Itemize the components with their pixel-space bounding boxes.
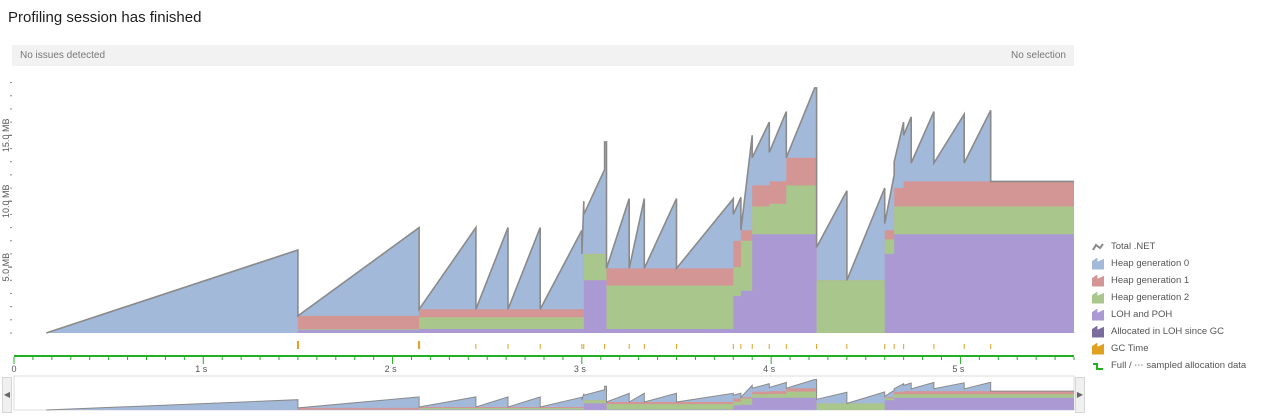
y-tick-label: 10.0 MB (1, 184, 11, 218)
legend-swatch (1092, 291, 1104, 304)
x-tick-label: 5 s (952, 364, 965, 374)
x-tick-label: 3 s (574, 364, 587, 374)
scroll-right-button[interactable]: ▶ (1075, 377, 1085, 413)
gc-time-marker (990, 344, 992, 349)
legend-swatch (1092, 325, 1104, 338)
legend-item: Heap generation 0 (1092, 255, 1246, 272)
x-tick-label: 0 (11, 364, 16, 374)
gc-time-marker (583, 344, 585, 349)
gc-time-marker (933, 344, 935, 349)
selection-status: No selection (1010, 50, 1066, 61)
gc-time-marker (539, 344, 541, 349)
gc-time-marker (884, 344, 886, 349)
x-tick-label: 1 s (195, 364, 208, 374)
legend-label: LOH and POH (1111, 309, 1173, 320)
legend-label: Full / ⋯ sampled allocation data (1111, 360, 1247, 371)
gc-time-marker (475, 344, 477, 349)
overview-total-net-line (46, 379, 1074, 411)
legend-swatch (1092, 274, 1104, 287)
page-title: Profiling session has finished (8, 9, 202, 26)
heap-generation-2-area (46, 185, 1075, 333)
legend-swatch (1092, 257, 1104, 270)
legend-item: GC Time (1092, 340, 1246, 357)
legend-item: Heap generation 1 (1092, 272, 1246, 289)
legend-label: Total .NET (1111, 241, 1156, 252)
legend-swatch (1092, 342, 1104, 355)
legend-item: Heap generation 2 (1092, 289, 1246, 306)
status-bar: No issues detected No selection (12, 45, 1074, 66)
gc-time-marker (604, 344, 606, 349)
gc-time-marker (732, 344, 734, 349)
gen0-area (46, 87, 1075, 334)
legend-label: Allocated in LOH since GC (1111, 326, 1224, 337)
legend-swatch (1092, 308, 1104, 321)
gc-time-marker (740, 344, 742, 349)
legend-label: Heap generation 0 (1111, 258, 1190, 269)
total-net-line (45, 87, 1074, 334)
overview-gen0-area (46, 379, 1075, 410)
legend-item: Allocated in LOH since GC (1092, 323, 1246, 340)
issues-status: No issues detected (20, 50, 106, 61)
gc-time-marker (418, 341, 421, 349)
legend-label: Heap generation 2 (1111, 292, 1190, 303)
legend-item: LOH and POH (1092, 306, 1246, 323)
y-tick-label: 15.0 MB (1, 119, 11, 153)
overview-heap-generation-2-area (46, 391, 1075, 410)
legend-label: Heap generation 1 (1111, 275, 1190, 286)
gc-time-marker (816, 344, 818, 349)
y-tick-label: 5.0 MB (1, 253, 11, 282)
gc-time-marker (768, 344, 770, 349)
gc-time-marker (676, 344, 677, 349)
x-tick-label: 2 s (385, 364, 398, 374)
gc-time-marker (903, 344, 905, 349)
gc-time-marker (507, 344, 509, 349)
chart-legend: Total .NET Heap generation 0 Heap generati… (1092, 238, 1246, 374)
legend-swatch (1092, 242, 1104, 251)
gc-time-marker (963, 344, 965, 349)
loh-and-poh-area (46, 234, 1075, 333)
legend-item: Total .NET (1092, 238, 1246, 255)
legend-swatch (1093, 362, 1103, 370)
gc-time-marker (581, 344, 583, 349)
legend-item: Full / ⋯ sampled allocation data (1092, 357, 1246, 374)
scroll-left-button[interactable]: ◀ (2, 377, 12, 413)
gc-time-marker (643, 344, 645, 349)
gc-time-marker (893, 344, 895, 349)
gc-time-marker (785, 344, 787, 349)
gc-time-marker (751, 344, 753, 349)
gc-time-marker (628, 344, 630, 349)
legend-label: GC Time (1111, 343, 1149, 354)
gc-time-marker (296, 341, 299, 349)
overview-loh-and-poh-area (46, 397, 1075, 410)
x-tick-label: 4 s (763, 364, 776, 374)
gc-time-marker (846, 344, 848, 349)
